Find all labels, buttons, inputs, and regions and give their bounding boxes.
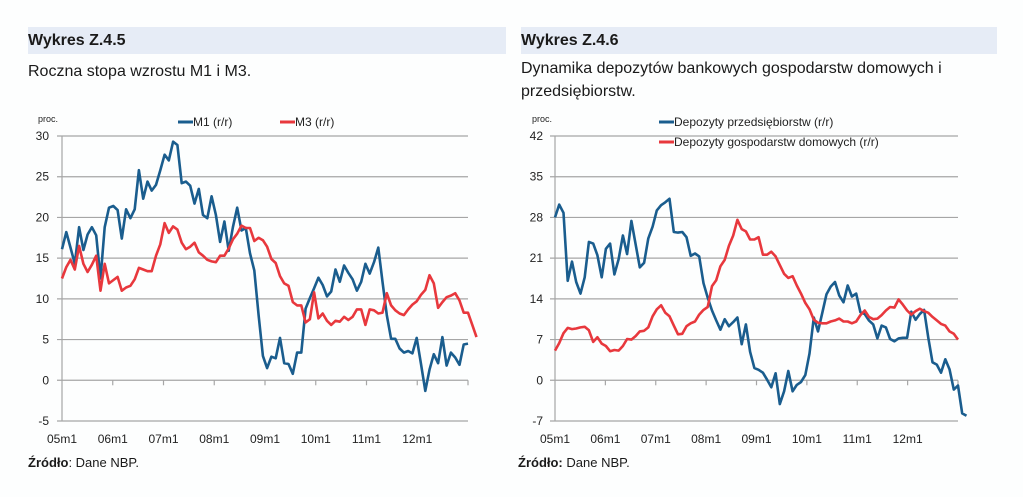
- x-tick-label: 08m1: [691, 432, 721, 446]
- y-tick-label: 5: [42, 333, 49, 347]
- source-text: : Dane NBP.: [68, 455, 140, 470]
- x-tick-label: 07m1: [148, 432, 178, 446]
- x-tick-label: 07m1: [641, 432, 671, 446]
- source-text: Dane NBP.: [562, 455, 630, 470]
- y-tick-label: 14: [530, 292, 544, 306]
- x-tick-label: 08m1: [199, 432, 229, 446]
- x-tick-label: 05m1: [47, 432, 77, 446]
- legend-label: Depozyty gospodarstw domowych (r/r): [674, 135, 879, 149]
- chart-panel-z46: Wykres Z.4.6 Dynamika depozytów bankowyc…: [512, 0, 1023, 497]
- y-tick-label: 0: [42, 373, 49, 387]
- y-tick-label: 7: [536, 333, 543, 347]
- y-tick-label: 28: [530, 210, 544, 224]
- y-tick-label: -7: [532, 414, 543, 428]
- line-chart-deposits: proc. 42 35 28 21 14 7 0 -7 05m1 06m1 07m1 08m1 09m1 1…: [530, 114, 968, 446]
- y-tick-label: 35: [530, 170, 544, 184]
- x-tick-label: 12m1: [893, 432, 923, 446]
- y-tick-label: 20: [36, 210, 50, 224]
- legend-label: M1 (r/r): [193, 115, 232, 129]
- chart-subtitle: Roczna stopa wzrostu M1 i M3.: [28, 63, 252, 80]
- x-tick-label: 05m1: [540, 432, 570, 446]
- source-label: Źródło: [28, 455, 69, 470]
- y-tick-label: 30: [36, 129, 50, 143]
- y-tick-label: 25: [36, 170, 50, 184]
- line-chart-m1-m3: proc. 30 25 20 15 10 5 0 -5 05m1 06m1 07m1 08m1 09m1 1…: [36, 114, 478, 446]
- chart-subtitle: Dynamika depozytów bankowych gospodarstw…: [521, 60, 942, 100]
- y-tick-label: 0: [536, 373, 543, 387]
- y-tick-label: 21: [530, 251, 544, 265]
- chart-heading: Wykres Z.4.6: [521, 27, 997, 54]
- series-line-red: [60, 221, 478, 338]
- series-line-blue: [60, 140, 469, 393]
- y-axis-unit-label: proc.: [38, 114, 58, 124]
- series-line-blue: [553, 197, 968, 417]
- x-tick-label: 06m1: [590, 432, 620, 446]
- y-tick-label: 10: [36, 292, 50, 306]
- source-note: Źródło: Dane NBP.: [28, 455, 139, 470]
- x-tick-label: 11m1: [352, 432, 381, 446]
- x-tick-label: 10m1: [792, 432, 822, 446]
- y-tick-label: 15: [36, 251, 50, 265]
- legend-label: Depozyty przedsiębiorstw (r/r): [674, 115, 833, 129]
- chart-panel-z45: Wykres Z.4.5 Roczna stopa wzrostu M1 i M…: [28, 27, 506, 470]
- x-tick-label: 11m1: [843, 432, 872, 446]
- x-tick-label: 10m1: [301, 432, 331, 446]
- y-axis-unit-label: proc.: [532, 114, 552, 124]
- legend-label: M3 (r/r): [295, 115, 334, 129]
- y-tick-label: 42: [530, 129, 544, 143]
- chart-heading: Wykres Z.4.5: [28, 27, 506, 54]
- y-tick-label: -5: [38, 414, 49, 428]
- x-tick-label: 09m1: [250, 432, 280, 446]
- source-label: Źródło:: [518, 455, 563, 470]
- x-tick-label: 09m1: [741, 432, 771, 446]
- series-line-red: [553, 218, 960, 353]
- source-note: Źródło: Dane NBP.: [518, 455, 630, 470]
- x-tick-label: 12m1: [402, 432, 432, 446]
- x-tick-label: 06m1: [98, 432, 128, 446]
